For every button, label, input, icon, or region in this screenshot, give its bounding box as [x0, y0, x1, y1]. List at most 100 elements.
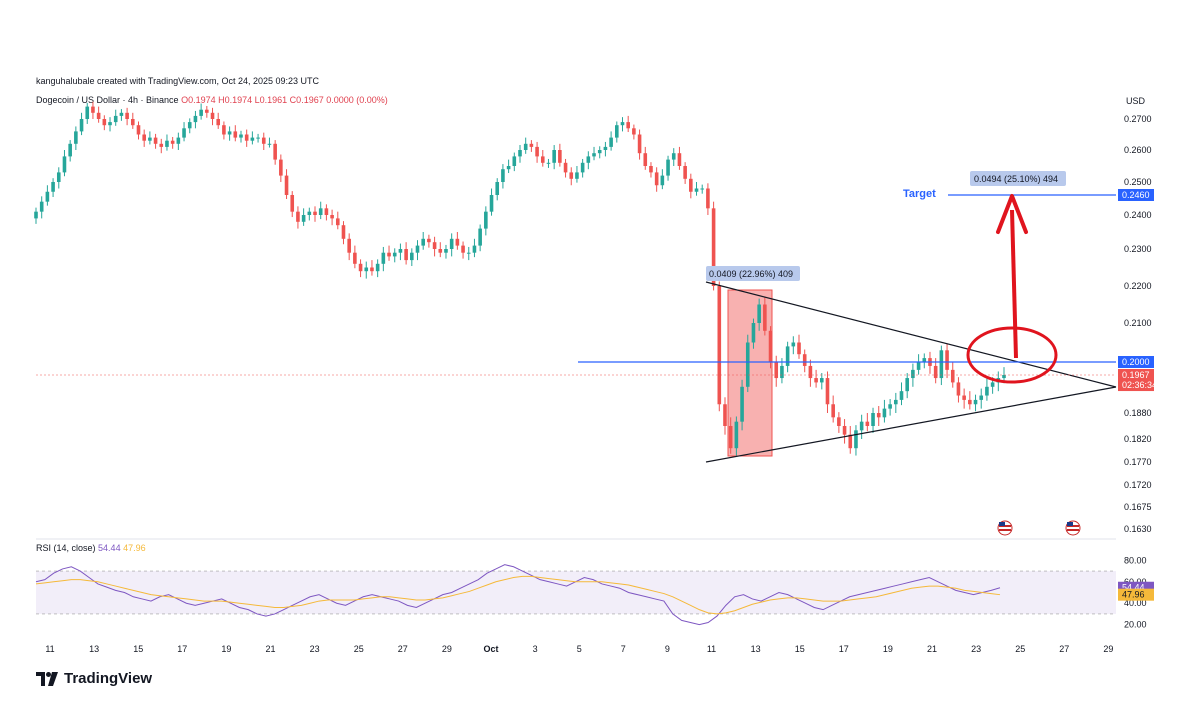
price-tick-label: 0.2500: [1124, 177, 1152, 187]
candle-body: [182, 128, 186, 138]
candle-body: [284, 175, 289, 195]
candle-body: [905, 378, 909, 392]
candle-body: [586, 156, 591, 163]
candle-body: [233, 131, 238, 138]
candle-body: [34, 211, 38, 219]
breakout-arrow-shaft[interactable]: [1010, 209, 1018, 359]
candle-body: [814, 378, 818, 383]
candle-body: [279, 159, 283, 176]
candle-body: [888, 404, 892, 409]
flag-icon-2[interactable]: [1065, 520, 1081, 536]
candle-body: [79, 119, 84, 132]
candle-body: [375, 263, 380, 272]
candle-body: [125, 112, 129, 119]
candle-body: [296, 211, 300, 222]
candle-body: [842, 426, 847, 435]
candle-body: [990, 382, 995, 387]
candle-body: [176, 137, 181, 144]
rsi-tag: 54.44: [1122, 583, 1145, 593]
candle-body: [381, 252, 386, 264]
candle-body: [837, 417, 841, 426]
candle-body: [370, 267, 374, 272]
price-tick-label: 0.2100: [1124, 318, 1152, 328]
candle-body: [216, 119, 221, 126]
candle-body: [506, 166, 511, 170]
candle-body: [193, 115, 198, 123]
candle-body: [170, 140, 175, 144]
candle-body: [324, 208, 329, 215]
candle-body: [677, 153, 682, 166]
time-tick-label: 29: [1103, 644, 1113, 654]
candle-body: [227, 131, 232, 135]
target-label: Target: [903, 188, 936, 200]
time-tick-label: 27: [398, 644, 408, 654]
candle-body: [523, 143, 528, 150]
candle-body: [802, 354, 807, 366]
price-tag-bg: [1118, 189, 1154, 201]
candle-body: [307, 211, 312, 215]
candle-body: [763, 304, 767, 331]
candle-body: [922, 358, 927, 362]
candle-body: [387, 252, 391, 257]
price-tick-label: 0.1720: [1124, 480, 1152, 490]
candle-body: [495, 182, 500, 195]
candle-body: [637, 134, 642, 154]
candle-body: [683, 166, 687, 179]
candle-body: [774, 362, 779, 379]
rsi-legend[interactable]: RSI (14, close) 54.44 47.96: [36, 543, 146, 553]
candle-body: [364, 267, 369, 272]
rsi-label: RSI (14, close): [36, 543, 96, 553]
time-tick-label: 23: [310, 644, 320, 654]
candle-body: [865, 421, 870, 426]
candle-body: [444, 249, 448, 253]
highlight-circle[interactable]: [966, 326, 1058, 384]
candle-body: [962, 395, 966, 400]
candle-body: [968, 399, 972, 405]
triangle-support-line[interactable]: [705, 386, 1117, 463]
candle-body: [1002, 375, 1006, 379]
candle-body: [421, 238, 425, 246]
candle-body: [700, 188, 705, 190]
symbol-name[interactable]: Dogecoin / US Dollar · 4h · Binance: [36, 95, 179, 105]
candle-body: [472, 245, 477, 253]
currency-label: USD: [1126, 96, 1146, 106]
candle-body: [91, 106, 95, 113]
tradingview-logo[interactable]: TradingView: [36, 670, 152, 687]
candle-body: [159, 143, 164, 147]
price-tag-bg: [1118, 356, 1154, 368]
candle-body: [734, 421, 739, 449]
attribution-text: kanguhalubale created with TradingView.c…: [36, 76, 320, 86]
candle-body: [131, 119, 135, 126]
symbol-legend[interactable]: Dogecoin / US Dollar · 4h · Binance O0.1…: [36, 95, 388, 105]
price-tick-label: 0.1820: [1124, 434, 1152, 444]
breakout-arrow-head[interactable]: [996, 194, 1028, 234]
candle-body: [136, 125, 141, 135]
candle-body: [455, 238, 460, 246]
candle-body: [956, 382, 961, 396]
measure-label-left: 0.0409 (22.96%) 409: [709, 269, 793, 279]
candle-body: [563, 162, 568, 173]
candle-body: [985, 386, 989, 396]
candle-body: [785, 346, 790, 366]
candle-body: [432, 242, 437, 249]
candle-body: [797, 342, 801, 355]
candle-body: [449, 238, 454, 249]
candle-body: [854, 430, 858, 449]
candle-body: [68, 143, 72, 157]
candle-body: [119, 112, 124, 116]
time-tick-label: 17: [839, 644, 849, 654]
candle-body: [461, 245, 465, 253]
time-tick-label: 15: [133, 644, 143, 654]
candles: [34, 101, 1006, 456]
rsi-band: [36, 571, 1116, 614]
candle-body: [768, 330, 773, 362]
candle-body: [205, 109, 209, 113]
candle-body: [438, 249, 443, 253]
flag-icon-1[interactable]: [997, 520, 1013, 536]
candle-body: [392, 252, 397, 257]
rsi-tick-label: 40.00: [1124, 598, 1147, 608]
candle-body: [643, 153, 648, 166]
candle-body: [256, 137, 260, 139]
price-tick-label: 0.2300: [1124, 244, 1152, 254]
